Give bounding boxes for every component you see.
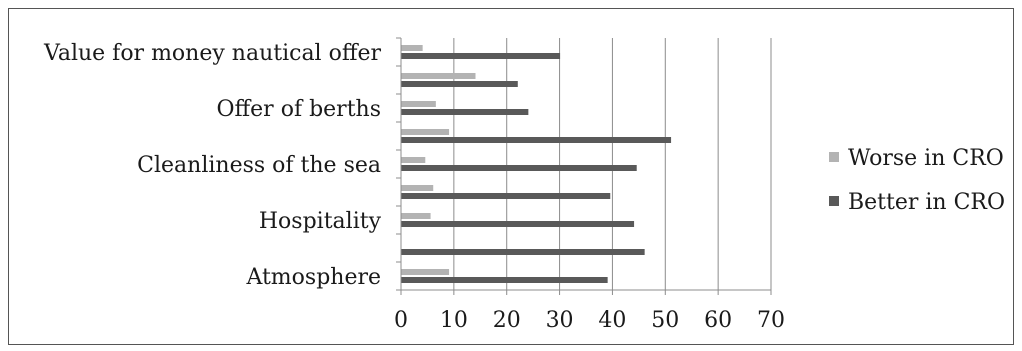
bar-better-in-cro xyxy=(401,109,529,115)
gridlines xyxy=(453,38,772,290)
category-label: Cleanliness of the sea xyxy=(137,153,381,178)
legend-label-worse-in-cro: Worse in CRO xyxy=(848,146,1004,171)
bar-worse-in-cro xyxy=(401,73,476,79)
chart-frame-left-edge xyxy=(8,8,9,345)
bar-better-in-cro xyxy=(401,249,645,255)
bar-better-in-cro xyxy=(401,277,608,283)
bar-worse-in-cro xyxy=(401,101,436,107)
category-label: Atmosphere xyxy=(245,265,381,290)
legend-swatch-worse-in-cro xyxy=(829,152,839,162)
bar-better-in-cro xyxy=(401,137,672,143)
bar-better-in-cro xyxy=(401,81,518,87)
x-tick-label: 30 xyxy=(546,308,574,333)
bar-worse-in-cro xyxy=(401,213,431,219)
x-tick-label: 60 xyxy=(704,308,732,333)
x-tick-label: 70 xyxy=(757,308,785,333)
category-labels: Atmosphere Hospitality Cleanliness of the … xyxy=(43,41,382,290)
bar-better-in-cro xyxy=(401,165,637,171)
bar-better-in-cro xyxy=(401,221,635,227)
x-tick-label: 0 xyxy=(394,308,408,333)
category-label: Value for money nautical offer xyxy=(43,41,382,66)
bar-worse-in-cro xyxy=(401,269,450,275)
bar-worse-in-cro xyxy=(401,45,423,51)
category-label: Offer of berths xyxy=(217,97,382,122)
x-tick-label: 10 xyxy=(440,308,468,333)
legend-label-better-in-cro: Better in CRO xyxy=(848,190,1005,215)
x-tick-labels: 0 10 20 30 40 50 60 70 xyxy=(394,308,785,333)
bar-better-in-cro xyxy=(401,193,611,199)
legend-swatch-better-in-cro xyxy=(829,196,839,206)
bar-worse-in-cro xyxy=(401,129,450,135)
x-tick-label: 50 xyxy=(651,308,679,333)
bar-worse-in-cro xyxy=(401,185,434,191)
chart-frame xyxy=(8,8,1014,345)
x-tick-label: 20 xyxy=(493,308,521,333)
bar-worse-in-cro xyxy=(401,157,426,163)
axes xyxy=(396,37,772,295)
x-tick-label: 40 xyxy=(598,308,626,333)
category-label: Hospitality xyxy=(259,209,382,234)
bar-better-in-cro xyxy=(401,53,561,59)
bars xyxy=(401,45,672,283)
legend: Worse in CRO Better in CRO xyxy=(829,146,1005,215)
